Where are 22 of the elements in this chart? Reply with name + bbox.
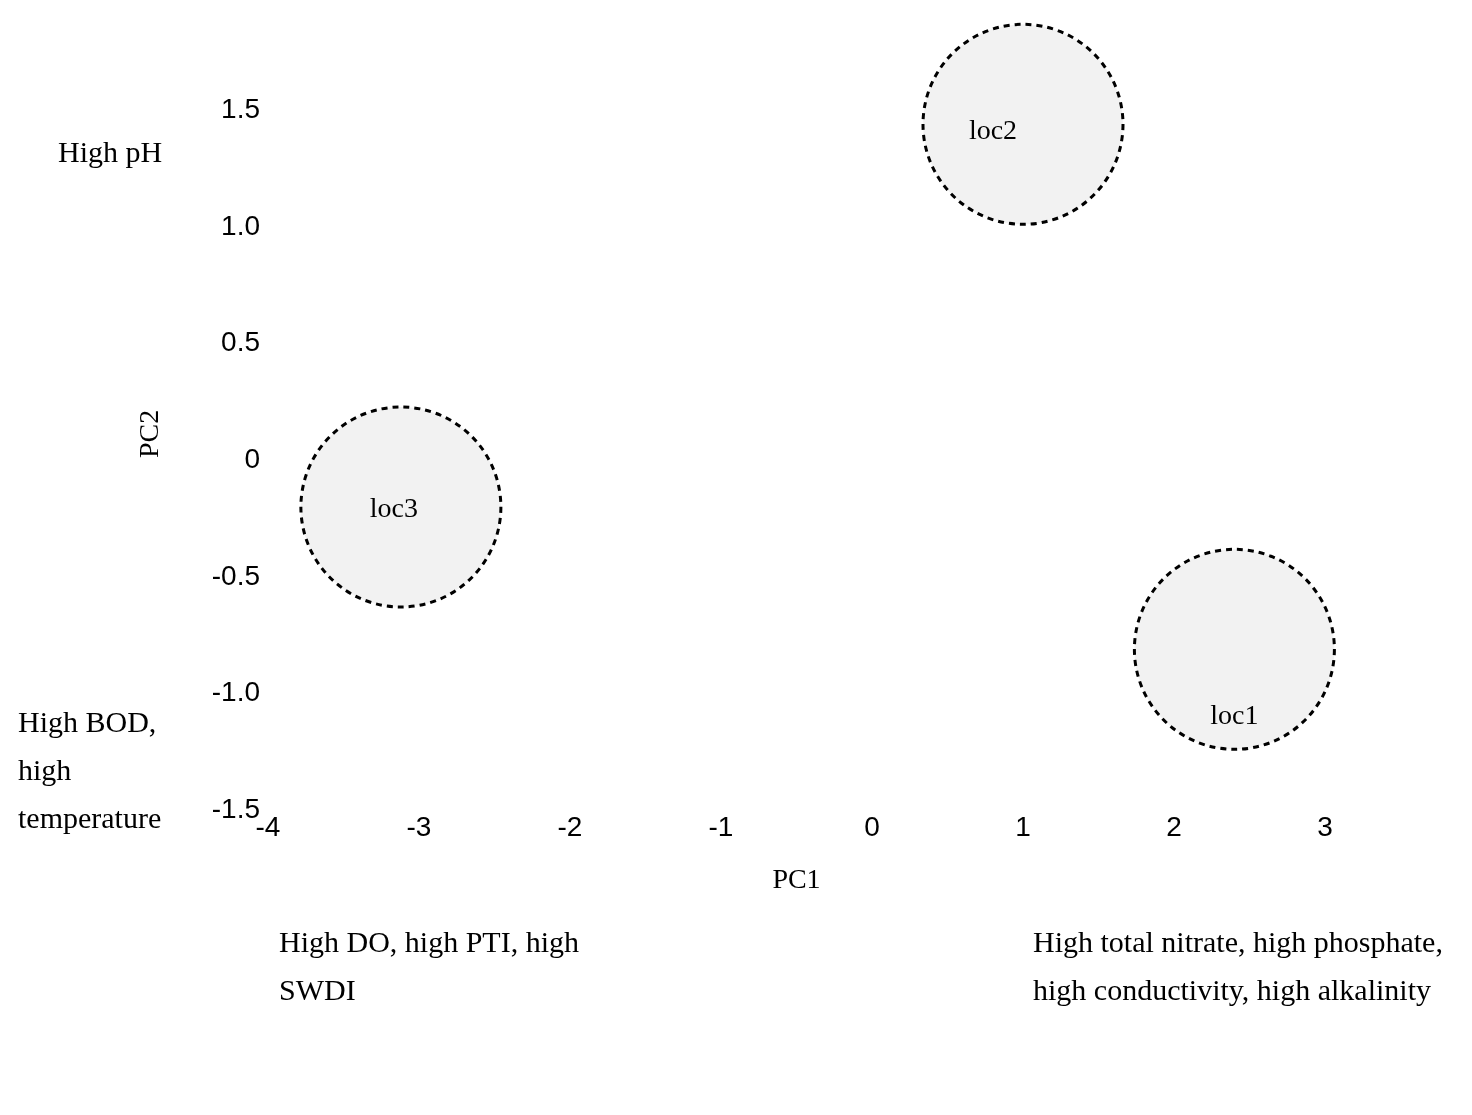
x-tick-label: 2 [1166, 810, 1182, 842]
y-axis-title: PC2 [132, 409, 164, 458]
x-tick-label: -3 [406, 810, 432, 842]
text: High total nitrate, high phosphate, high conductivity, high alkalinity [1033, 924, 1444, 1008]
x-tick-label: -1 [708, 810, 734, 842]
y-tick-label: -1.0 [211, 676, 260, 708]
x-tick-label: -2 [557, 810, 583, 842]
x-tick-label: 0 [864, 810, 880, 842]
y-tick-label: 0 [244, 442, 260, 474]
text: High pH [58, 134, 164, 170]
y-tick-label: 1.5 [221, 92, 260, 124]
series-label: loc2 [968, 113, 1018, 145]
y-tick-label: -0.5 [211, 559, 260, 591]
x-axis-title: PC1 [772, 863, 821, 894]
x-tick-label: 1 [1015, 810, 1031, 842]
series-label: loc1 [1210, 698, 1259, 730]
text: High BOD, high temperature [18, 704, 163, 836]
y-tick-label: 1.0 [221, 209, 260, 241]
text: High DO, high PTI, high SWDI [279, 924, 580, 1008]
y-tick-label: 0.5 [221, 326, 260, 358]
series-label: loc3 [369, 491, 418, 523]
x-tick-label: 3 [1317, 810, 1333, 842]
